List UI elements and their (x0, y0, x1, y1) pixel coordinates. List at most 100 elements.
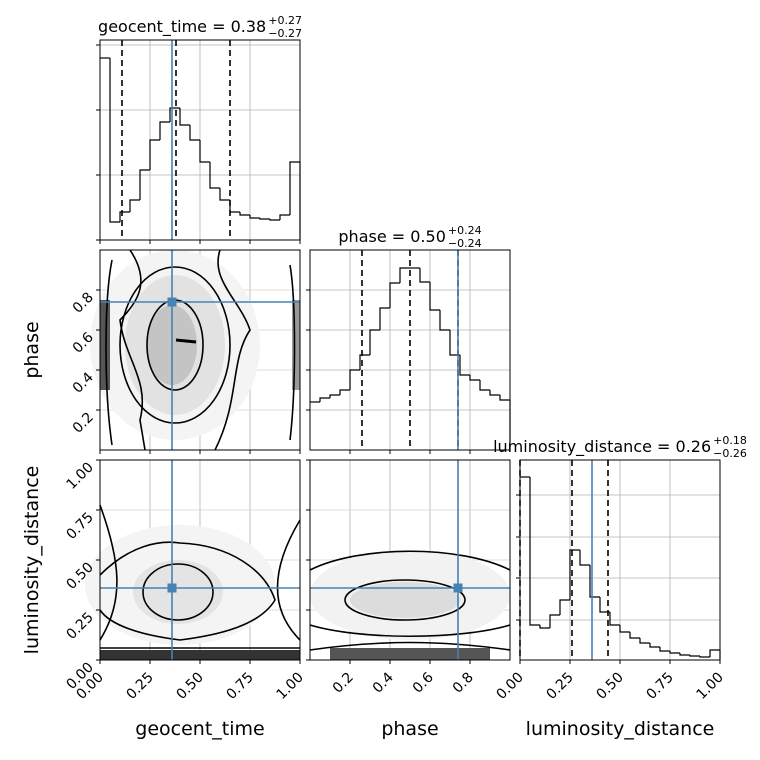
title-upper: +0.27 (268, 14, 302, 27)
panel-frame (519, 459, 721, 661)
hist-bin (279, 214, 290, 220)
title-lower: −0.24 (448, 237, 482, 250)
x-tick-label: 0.50 (173, 670, 206, 703)
hist-bin (499, 395, 510, 401)
hist-bin (109, 58, 120, 223)
truth-marker (453, 583, 463, 593)
contour (309, 641, 511, 651)
density (292, 300, 300, 390)
y-axis-label: luminosity_distance (21, 466, 43, 655)
hist-bin (659, 647, 670, 652)
x-tick-label: 0.75 (223, 670, 256, 703)
hist-bin (289, 161, 300, 215)
hist-bin (129, 199, 140, 212)
hist-bin (609, 612, 620, 626)
contour (99, 541, 276, 641)
hist-bin (559, 599, 570, 615)
hist-bin (339, 389, 350, 395)
hist-bin (389, 282, 400, 308)
hist-bin (579, 550, 590, 566)
y-tick-label: 0.4 (70, 369, 97, 396)
hist-bin (589, 565, 600, 598)
contour (214, 249, 251, 451)
hist-bin (439, 310, 450, 331)
hist-bin (419, 268, 430, 283)
x-tick-label: 1.00 (693, 670, 726, 703)
hist-bin (469, 375, 480, 381)
y-tick-label: 1.00 (63, 460, 96, 493)
x-tick-label: 0.6 (410, 669, 437, 696)
hist-bin (159, 121, 170, 140)
hist-bin (449, 330, 460, 356)
contour (289, 264, 296, 441)
panel-frame (309, 459, 511, 661)
hist-bin (349, 369, 360, 390)
x-tick-label: 0.75 (643, 670, 676, 703)
contour (175, 338, 197, 344)
hist-bin (199, 140, 210, 163)
hist-bin (669, 651, 680, 654)
hist-bin (709, 649, 720, 657)
density-phase-lum (309, 550, 511, 660)
hist-bin (399, 267, 410, 283)
panel-frame (99, 249, 301, 451)
hist-bin (319, 397, 330, 402)
truth-marker (167, 583, 177, 593)
x-tick-label: 0.50 (593, 670, 626, 703)
density (100, 300, 110, 390)
hist-bin (679, 653, 690, 656)
x-tick-label: 0.2 (330, 670, 357, 697)
contour (142, 563, 214, 621)
density (133, 560, 223, 624)
panel-title: phase = 0.50 (338, 227, 445, 246)
hist-bin (539, 625, 550, 629)
contour (119, 266, 231, 424)
hist-bin (599, 597, 610, 613)
title-lower: −0.26 (713, 447, 747, 460)
density (330, 648, 490, 660)
density (100, 650, 300, 660)
x-tick-label: 0.25 (543, 670, 576, 703)
hist-bin (529, 477, 540, 626)
x-axis-label: luminosity_distance (526, 718, 715, 740)
x-tick-label: 1.00 (273, 670, 306, 703)
contour (105, 259, 113, 446)
hist-bin (139, 169, 150, 200)
x-tick-label: 0.4 (370, 669, 397, 696)
title-upper: +0.18 (713, 434, 747, 447)
contour (119, 249, 146, 451)
x-tick-label: 0.25 (123, 670, 156, 703)
contour (344, 579, 466, 621)
hist-bin (689, 655, 700, 657)
hist-bin (489, 390, 500, 396)
hist-bin (269, 219, 280, 221)
x-tick-label: 0.8 (450, 670, 477, 697)
hist-bin (189, 125, 200, 141)
hist-bin (639, 638, 650, 644)
y-tick-label: 0.75 (63, 510, 96, 543)
x-axis-label: phase (381, 718, 438, 740)
hist-bin (479, 380, 490, 391)
title-lower: −0.27 (268, 27, 302, 40)
hist-bin (429, 282, 440, 311)
x-axis-label: geocent_time (135, 718, 264, 740)
hist-bin (239, 212, 250, 216)
hist-bin (249, 215, 260, 219)
hist-bin (259, 218, 270, 220)
hist-bin (149, 139, 160, 170)
hist-bin (369, 329, 380, 355)
density-geocent-phase (90, 249, 300, 451)
title-upper: +0.24 (448, 224, 482, 237)
truth-marker (167, 297, 177, 307)
density (350, 582, 460, 618)
x-tick-label: 0.00 (493, 670, 526, 703)
density-geocent-lum (85, 504, 301, 660)
y-tick-label: 0.8 (70, 290, 97, 317)
hist-bin (329, 394, 340, 398)
panel-frame (309, 249, 511, 451)
hist-bin (359, 354, 370, 370)
contour (309, 550, 511, 637)
hist-bin (619, 625, 630, 633)
y-tick-label: 0.25 (63, 610, 96, 643)
